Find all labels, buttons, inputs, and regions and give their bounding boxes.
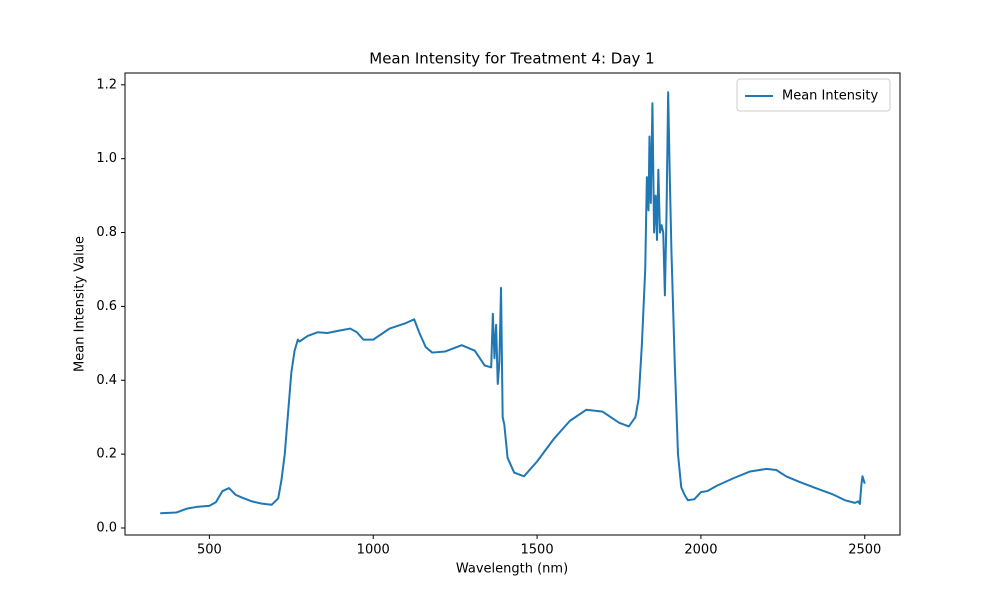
y-tick-label: 0.0: [96, 520, 117, 535]
x-tick-label: 2000: [684, 543, 717, 558]
x-axis-label: Wavelength (nm): [456, 562, 568, 577]
data-line: [160, 91, 866, 515]
x-tick-label: 1000: [357, 543, 390, 558]
y-tick-label: 0.2: [96, 447, 117, 462]
x-tick-label: 1500: [521, 543, 554, 558]
legend-label: Mean Intensity: [782, 89, 878, 104]
y-tick-label: 0.6: [96, 299, 117, 314]
legend-box: [736, 78, 891, 112]
plot-frame: [124, 72, 901, 536]
x-tick-label: 500: [197, 543, 222, 558]
y-axis-label: Mean Intensity Value: [73, 236, 88, 372]
chart-title: Mean Intensity for Treatment 4: Day 1: [369, 50, 654, 68]
x-tick-label: 2500: [848, 543, 881, 558]
y-tick-label: 1.2: [96, 77, 117, 92]
y-tick-label: 0.8: [96, 225, 117, 240]
y-tick-label: 0.4: [96, 373, 117, 388]
y-tick-label: 1.0: [96, 151, 117, 166]
